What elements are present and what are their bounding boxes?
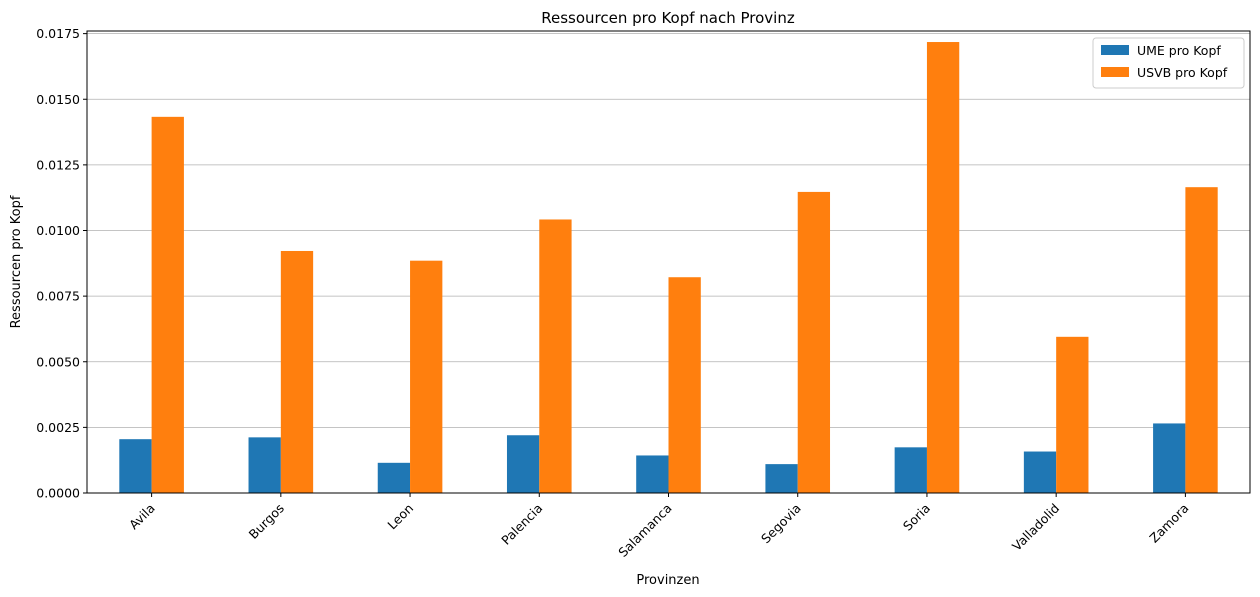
x-tick-label: Leon [384, 501, 416, 533]
chart-title: Ressourcen pro Kopf nach Provinz [541, 9, 795, 27]
x-tick-label: Palencia [498, 501, 545, 548]
bar-usvb-burgos [280, 250, 314, 493]
x-tick-label: Segovia [758, 501, 804, 547]
y-tick-label: 0.0050 [36, 354, 80, 369]
x-tick-label: Zamora [1146, 501, 1191, 546]
y-tick-label: 0.0100 [36, 223, 80, 238]
bar-ume-segovia [765, 464, 798, 493]
y-tick-label: 0.0125 [36, 157, 80, 172]
bar-ume-zamora [1153, 423, 1186, 493]
bar-usvb-palencia [539, 219, 572, 493]
legend-label: UME pro Kopf [1137, 43, 1221, 58]
bar-usvb-valladolid [1056, 336, 1089, 493]
y-tick-label: 0.0175 [36, 26, 80, 41]
bar-usvb-avila [151, 116, 184, 494]
y-tick-label: 0.0000 [36, 486, 80, 501]
legend-swatch [1101, 45, 1129, 55]
x-tick-label: Soria [900, 501, 933, 534]
bar-usvb-soria [926, 42, 960, 494]
x-axis: Avila Burgos Leon Palencia Salamanca Segovia S… [126, 493, 1192, 560]
bar-ume-palencia [506, 435, 540, 493]
x-tick-label: Avila [126, 501, 158, 533]
y-tick-label: 0.0075 [36, 289, 80, 304]
bar-ume-valladolid [1023, 451, 1057, 493]
bar-usvb-leon [410, 260, 443, 493]
bar-ume-leon [377, 462, 411, 493]
legend-box [1092, 37, 1245, 89]
bar-ume-burgos [248, 437, 281, 493]
x-tick-label: Burgos [246, 501, 287, 542]
x-tick-label: Salamanca [615, 501, 674, 560]
legend-swatch [1101, 67, 1129, 77]
y-tick-label: 0.0150 [36, 92, 80, 107]
bar-ume-soria [894, 447, 927, 493]
x-axis-label: Provinzen [636, 573, 699, 588]
y-tick-label: 0.0025 [36, 420, 80, 435]
bar-ume-avila [119, 439, 152, 493]
legend: UME pro Kopf USVB pro Kopf [1092, 37, 1245, 89]
bar-usvb-zamora [1185, 187, 1218, 493]
legend-label: USVB pro Kopf [1137, 65, 1228, 80]
y-axis-label: Ressourcen pro Kopf [9, 195, 24, 328]
bar-ume-salamanca [636, 455, 669, 493]
bar-usvb-salamanca [668, 277, 701, 493]
bar-usvb-segovia [797, 191, 831, 493]
y-axis: 0.0000 0.0025 0.0050 0.0075 0.0100 0.0125 0.01… [36, 26, 87, 501]
x-tick-label: Valladolid [1009, 501, 1062, 554]
bars [119, 42, 1218, 494]
